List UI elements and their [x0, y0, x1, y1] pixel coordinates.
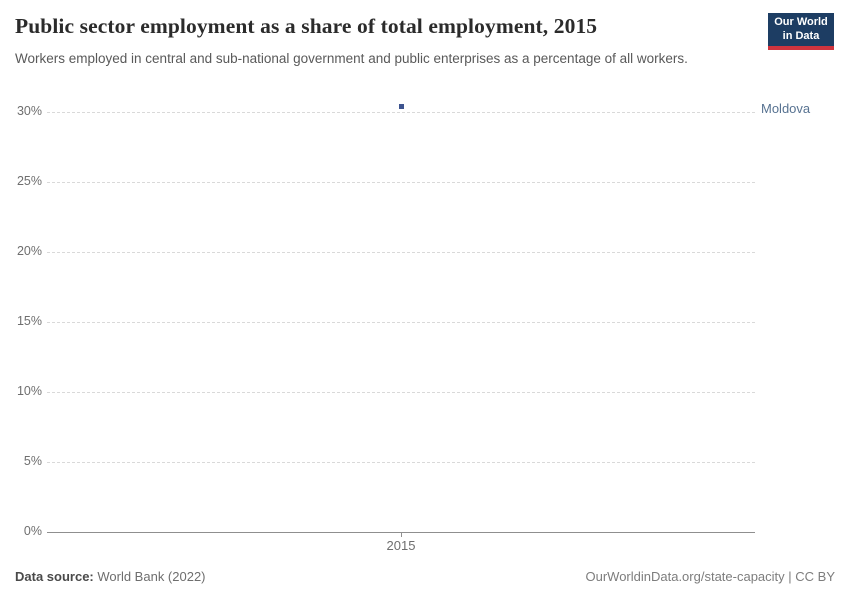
data-source-label: Data source:	[15, 569, 94, 584]
gridline-25	[47, 182, 755, 183]
ytick-label-0: 0%	[23, 524, 42, 538]
chart-subtitle: Workers employed in central and sub-nati…	[15, 51, 688, 66]
ytick-label-25: 25%	[16, 174, 42, 188]
owid-logo-line1: Our World	[774, 15, 828, 28]
gridline-15	[47, 322, 755, 323]
gridline-30	[47, 112, 755, 113]
owid-logo-line2: in Data	[782, 29, 820, 42]
datapoint-moldova[interactable]	[399, 104, 404, 110]
ytick-label-30: 30%	[16, 104, 42, 118]
credit-link[interactable]: OurWorldinData.org/state-capacity | CC B…	[585, 569, 835, 584]
gridline-10	[47, 392, 755, 393]
ytick-label-10: 10%	[16, 384, 42, 398]
data-source: Data source: World Bank (2022)	[15, 569, 206, 584]
xtick-label: 2015	[386, 538, 416, 553]
gridline-20	[47, 252, 755, 253]
page-title: Public sector employment as a share of t…	[15, 14, 598, 38]
entity-label-moldova[interactable]: Moldova	[761, 101, 811, 117]
ytick-label-20: 20%	[16, 244, 42, 258]
ytick-label-5: 5%	[23, 454, 42, 468]
gridline-5	[47, 462, 755, 463]
data-source-value: World Bank (2022)	[93, 569, 206, 584]
ytick-label-15: 15%	[16, 314, 42, 328]
xtick-mark	[401, 532, 402, 537]
owid-logo[interactable]: Our World in Data	[768, 13, 834, 50]
